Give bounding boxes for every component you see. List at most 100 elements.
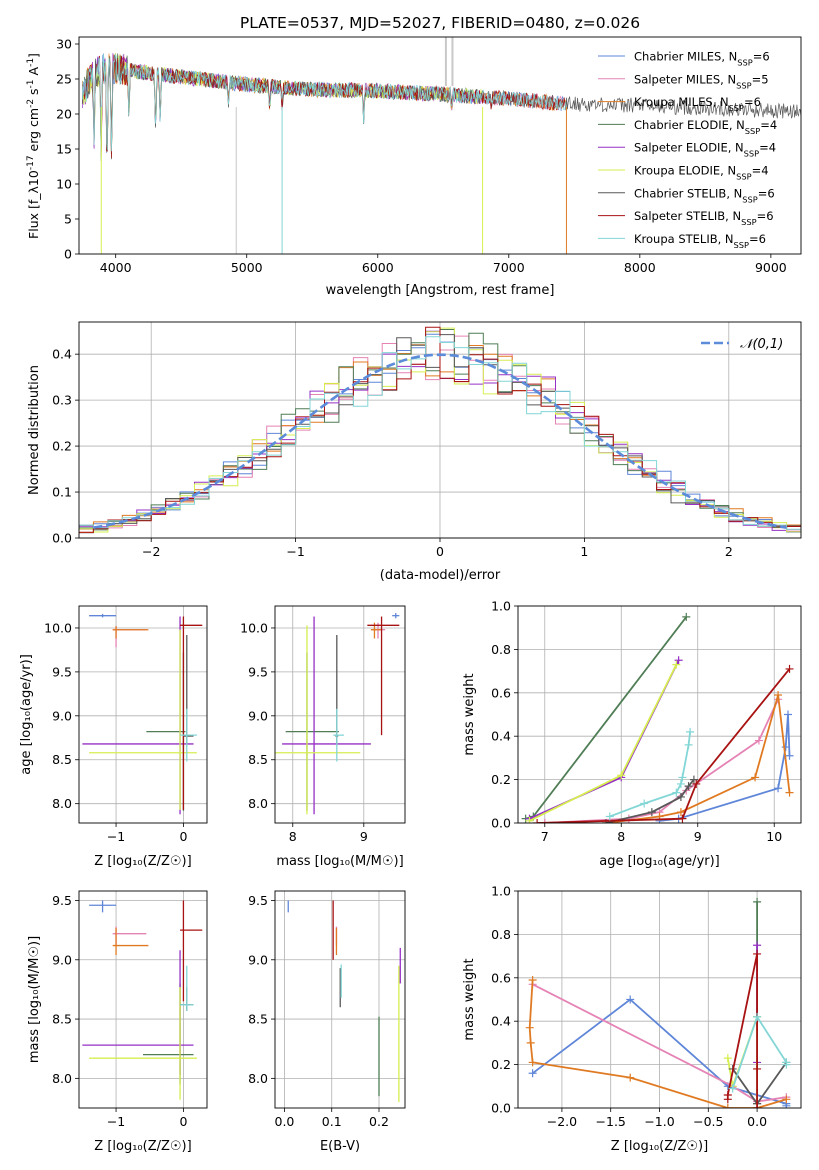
y-tick-label: 9.0	[52, 708, 72, 723]
series-kroupa_elodie	[525, 660, 681, 823]
series-salpeter_stelib	[533, 664, 794, 823]
y-tick-label: 9.5	[52, 893, 72, 908]
marker-chabrier_miles	[781, 743, 790, 752]
marker-chabrier_elodie	[753, 897, 762, 906]
axes-frame	[78, 321, 802, 539]
y-tick-label: 10.0	[44, 620, 72, 635]
marker-kroupa_miles	[723, 1104, 732, 1108]
legend-label-chabrier_stelib: Chabrier STELIB, NSSP=6	[634, 186, 775, 204]
marker-salpeter_miles	[540, 819, 549, 823]
y-tick-label: 9.5	[248, 893, 268, 908]
y-tick-label: 30	[56, 37, 72, 52]
y-tick-label: 8.0	[248, 1071, 268, 1086]
point-salpeter_stelib	[367, 616, 400, 736]
x-tick-label: 8	[617, 829, 625, 844]
marker-kroupa_stelib	[686, 727, 695, 736]
legend-label-salpeter_elodie: Salpeter ELODIE, NSSP=4	[634, 141, 776, 159]
y-axis-label: age [log₁₀(age/yr)]	[19, 654, 34, 775]
marker-chabrier_miles	[528, 1069, 537, 1078]
grid-age_vs_mass	[275, 606, 405, 823]
point-kroupa_miles	[112, 927, 149, 956]
marker-salpeter_elodie	[674, 656, 683, 665]
y-tick-label: 9.5	[52, 664, 72, 679]
x-tick-label: −1.5	[596, 1114, 626, 1129]
y-axis-label: Flux [f_λ10-17 erg cm-2 s-1 A-1]	[26, 53, 41, 239]
axes-frame	[274, 890, 406, 1109]
series-group-spectrum	[81, 37, 801, 254]
marker-kroupa_miles	[751, 773, 760, 782]
y-tick-label: 0.6	[491, 970, 511, 985]
axes-frame	[78, 36, 802, 255]
marker-salpeter_stelib	[753, 1064, 762, 1073]
y-tick-label: 0.0	[52, 531, 72, 546]
marker-kroupa_stelib	[753, 1012, 762, 1021]
y-tick-label: 9.0	[248, 708, 268, 723]
axes-mass_vs_Z: −1 0 8.0 8.5 9.0 9.5 Z [log₁₀(Z/Z☉)] mass [log₁…	[27, 890, 208, 1154]
marker-kroupa_elodie	[617, 771, 626, 780]
y-tick-label: 0.6	[491, 685, 511, 700]
y-tick-label: 0.1	[52, 485, 72, 500]
x-axis-label: Z [log₁₀(Z/Z☉)]	[94, 854, 191, 869]
series-group-age_vs_Z	[82, 613, 203, 815]
marker-kroupa_miles	[528, 1058, 537, 1067]
line-salpeter_miles	[532, 983, 787, 1103]
x-tick-label: 0	[179, 1114, 187, 1129]
y-tick-label: 0.0	[491, 816, 511, 831]
marker-salpeter_stelib	[678, 814, 687, 823]
axes-weight_vs_age: 7 8 9 10 0.0 0.2 0.4 0.6 0.8 1.0 age [log₁₀(age/yr…	[462, 599, 802, 869]
series-group-mass_vs_ebv	[287, 900, 401, 1103]
marker-kroupa_stelib	[678, 773, 687, 782]
x-axis-label: (data-model)/error	[380, 568, 501, 583]
marker-kroupa_stelib	[672, 788, 681, 797]
point-kroupa_elodie	[89, 987, 197, 1100]
x-axis-label: Z [log₁₀(Z/Z☉)]	[94, 1139, 191, 1154]
point-kroupa_stelib	[180, 708, 197, 762]
y-tick-label: 0.8	[491, 642, 511, 657]
y-tick-label: 5	[64, 212, 72, 227]
y-tick-label: 15	[56, 142, 72, 157]
x-tick-label: −0.5	[693, 1114, 723, 1129]
x-tick-label: 0.0	[747, 1114, 767, 1129]
x-axis-label: wavelength [Angstrom, rest frame]	[326, 283, 555, 298]
y-axis-label: mass [log₁₀(M/M☉)]	[27, 936, 42, 1063]
axes-frame	[517, 890, 802, 1109]
y-tick-label: 1.0	[491, 884, 511, 899]
legend-label-chabrier_miles: Chabrier MILES, NSSP=6	[634, 50, 770, 68]
y-axis-label: mass weight	[462, 958, 477, 1040]
marker-chabrier_elodie	[682, 612, 691, 621]
marker-salpeter_stelib	[692, 779, 701, 788]
marker-chabrier_miles	[626, 995, 635, 1004]
marker-kroupa_stelib	[676, 779, 685, 788]
series-group-residuals	[79, 326, 801, 537]
line-salpeter_stelib	[537, 668, 791, 823]
marker-kroupa_miles	[626, 1073, 635, 1082]
marker-kroupa_miles	[528, 975, 537, 984]
x-tick-label: 4000	[100, 260, 132, 275]
y-tick-label: 8.0	[52, 796, 72, 811]
series-group-weight_vs_age	[521, 612, 794, 823]
y-tick-label: 0.2	[491, 772, 511, 787]
marker-salpeter_stelib	[753, 949, 762, 958]
axes-frame	[78, 890, 208, 1109]
axes-frame	[78, 605, 208, 824]
marker-chabrier_miles	[785, 751, 794, 760]
marker-kroupa_miles	[785, 788, 794, 797]
x-tick-label: −1	[107, 1114, 125, 1129]
line-kroupa_miles	[605, 694, 791, 823]
x-axis-label: Z [log₁₀(Z/Z☉)]	[611, 1139, 708, 1154]
y-tick-label: 8.0	[248, 796, 268, 811]
marker-chabrier_stelib	[647, 808, 656, 817]
marker-kroupa_miles	[525, 1023, 534, 1032]
marker-salpeter_elodie	[753, 941, 762, 950]
series-kroupa_stelib	[728, 1012, 791, 1093]
spectrum-series-kroupa_stelib	[81, 53, 567, 162]
marker-kroupa_miles	[782, 1095, 791, 1104]
axes-spectrum: 4000 5000 6000 7000 8000 9000 0 5 10 15 20 25 30 wave…	[26, 36, 802, 298]
x-tick-label: 9	[694, 829, 702, 844]
legend-label-chabrier_elodie: Chabrier ELODIE, NSSP=4	[634, 118, 777, 136]
marker-salpeter_miles	[754, 736, 763, 745]
x-tick-label: 1	[580, 544, 588, 559]
y-tick-label: 8.5	[52, 752, 72, 767]
x-tick-label: 2	[725, 544, 733, 559]
